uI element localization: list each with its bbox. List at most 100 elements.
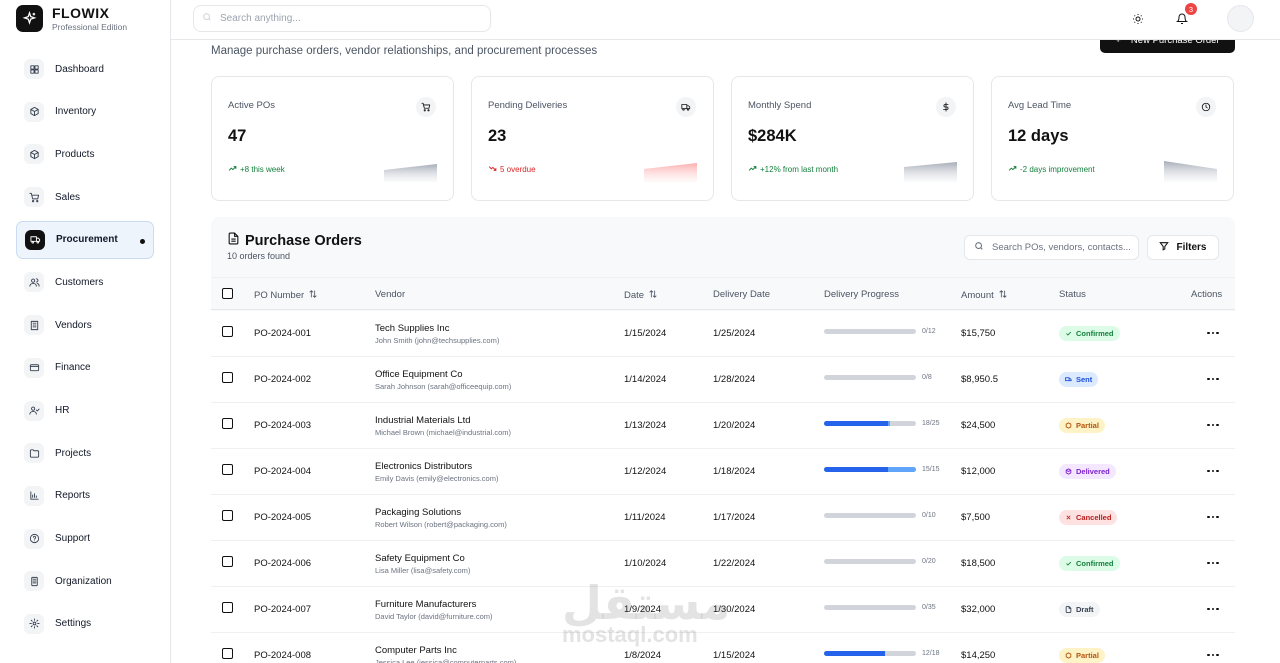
progress-fill	[824, 651, 885, 656]
table-row[interactable]: PO-2024-008 Computer Parts Inc Jessica Lee…	[211, 633, 1235, 663]
po-number[interactable]: PO-2024-006	[254, 558, 312, 569]
global-search-input[interactable]: Search anything...	[193, 5, 491, 32]
progress-bar	[824, 375, 916, 380]
stat-card-monthly-spend: Monthly Spend $284K +12% from last month	[731, 76, 974, 201]
status-cell: Confirmed	[1059, 326, 1120, 341]
row-checkbox[interactable]	[222, 326, 233, 337]
table-row[interactable]: PO-2024-001 Tech Supplies Inc John Smith (…	[211, 311, 1235, 357]
sidebar-item-vendors[interactable]: Vendors	[16, 306, 154, 344]
status-badge: Sent	[1059, 372, 1099, 387]
vendor-name: Safety Equipment Co	[375, 553, 465, 564]
sidebar-item-sales[interactable]: Sales	[16, 178, 154, 216]
col-po-number[interactable]: PO Number	[254, 289, 318, 302]
brand[interactable]: FLOWIX Professional Edition	[16, 5, 127, 32]
sidebar-item-customers[interactable]: Customers	[16, 263, 154, 301]
clock-icon	[1196, 97, 1216, 117]
po-number[interactable]: PO-2024-002	[254, 374, 312, 385]
sidebar-item-hr[interactable]: HR	[16, 392, 154, 430]
progress-fill	[824, 467, 888, 472]
sparkline-area	[384, 164, 437, 182]
sidebar-item-label: Finance	[55, 362, 91, 374]
stat-trend: +8 this week	[228, 164, 285, 175]
filters-button[interactable]: Filters	[1147, 235, 1219, 260]
sidebar-item-finance[interactable]: Finance	[16, 349, 154, 387]
stat-value: $284K	[748, 127, 797, 145]
row-checkbox[interactable]	[222, 648, 233, 659]
sort-icon	[648, 289, 658, 302]
sort-icon	[998, 289, 1008, 302]
row-checkbox[interactable]	[222, 556, 233, 567]
building-icon	[24, 315, 44, 336]
dollar-icon	[936, 97, 956, 117]
theme-toggle-sun-icon[interactable]	[1129, 10, 1147, 28]
sidebar-item-label: Support	[55, 533, 91, 545]
active-indicator-dot	[140, 238, 145, 244]
vendor-contact: David Taylor (david@furniture.com)	[375, 612, 493, 621]
row-actions-more-icon[interactable]	[1205, 511, 1221, 523]
row-actions-more-icon[interactable]	[1205, 327, 1221, 339]
sidebar-item-settings[interactable]: Settings	[16, 605, 154, 643]
table-row[interactable]: PO-2024-007 Furniture Manufacturers David …	[211, 587, 1235, 633]
col-amount[interactable]: Amount	[961, 289, 1008, 302]
sidebar-item-projects[interactable]: Projects	[16, 434, 154, 472]
row-actions-more-icon[interactable]	[1205, 649, 1221, 661]
row-checkbox[interactable]	[222, 464, 233, 475]
table-row[interactable]: PO-2024-006 Safety Equipment Co Lisa Mille…	[211, 541, 1235, 587]
status-draft-icon	[1065, 606, 1072, 613]
vendor-contact: John Smith (john@techsupplies.com)	[375, 336, 500, 345]
order-date: 1/13/2024	[624, 420, 667, 431]
row-checkbox[interactable]	[222, 602, 233, 613]
table-row[interactable]: PO-2024-004 Electronics Distributors Emily…	[211, 449, 1235, 495]
cart-icon	[416, 97, 436, 117]
search-icon	[974, 241, 984, 254]
vendor-name: Packaging Solutions	[375, 507, 462, 518]
progress-text: 0/35	[922, 604, 936, 611]
delivery-progress: 12/18	[824, 650, 940, 657]
sidebar-item-inventory[interactable]: Inventory	[16, 93, 154, 131]
row-actions-more-icon[interactable]	[1205, 557, 1221, 569]
row-actions-more-icon[interactable]	[1205, 373, 1221, 385]
po-search-input[interactable]: Search POs, vendors, contacts...	[964, 235, 1139, 260]
row-checkbox[interactable]	[222, 372, 233, 383]
po-number[interactable]: PO-2024-008	[254, 650, 312, 661]
sidebar-item-support[interactable]: Support	[16, 520, 154, 558]
delivery-date: 1/28/2024	[713, 374, 756, 385]
order-date: 1/12/2024	[624, 466, 667, 477]
table-row[interactable]: PO-2024-005 Packaging Solutions Robert Wil…	[211, 495, 1235, 541]
col-vendor: Vendor	[375, 289, 405, 300]
sidebar-item-reports[interactable]: Reports	[16, 477, 154, 515]
table-row[interactable]: PO-2024-003 Industrial Materials Ltd Micha…	[211, 403, 1235, 449]
select-all-checkbox[interactable]	[222, 288, 233, 299]
status-badge: Partial	[1059, 418, 1105, 433]
vendor-name: Furniture Manufacturers	[375, 599, 477, 610]
vendor-contact: Emily Davis (emily@electronics.com)	[375, 474, 499, 483]
amount: $14,250	[961, 650, 996, 661]
po-number[interactable]: PO-2024-004	[254, 466, 312, 477]
stat-value: 23	[488, 127, 507, 145]
row-actions-more-icon[interactable]	[1205, 603, 1221, 615]
sidebar-item-procurement[interactable]: Procurement	[16, 220, 154, 259]
po-number[interactable]: PO-2024-005	[254, 512, 312, 523]
amount: $32,000	[961, 604, 996, 615]
row-checkbox[interactable]	[222, 510, 233, 521]
po-number[interactable]: PO-2024-001	[254, 328, 312, 339]
po-number[interactable]: PO-2024-003	[254, 420, 312, 431]
user-avatar[interactable]	[1227, 5, 1254, 32]
trend-up-icon	[748, 164, 757, 175]
row-actions-more-icon[interactable]	[1205, 419, 1221, 431]
row-checkbox[interactable]	[222, 418, 233, 429]
row-actions-more-icon[interactable]	[1205, 465, 1221, 477]
sidebar-item-organization[interactable]: Organization	[16, 562, 154, 600]
po-number[interactable]: PO-2024-007	[254, 604, 312, 615]
col-date[interactable]: Date	[624, 289, 658, 302]
stat-label: Monthly Spend	[748, 100, 812, 111]
filters-label: Filters	[1176, 242, 1207, 253]
stat-trend-text: +8 this week	[240, 165, 285, 174]
notification-bell-icon[interactable]	[1173, 10, 1191, 28]
sidebar-item-products[interactable]: Products	[16, 135, 154, 173]
sidebar-item-dashboard[interactable]: Dashboard	[16, 50, 154, 88]
sort-icon	[308, 289, 318, 302]
chart-icon	[24, 485, 44, 506]
table-row[interactable]: PO-2024-002 Office Equipment Co Sarah John…	[211, 357, 1235, 403]
status-badge: Partial	[1059, 648, 1105, 663]
